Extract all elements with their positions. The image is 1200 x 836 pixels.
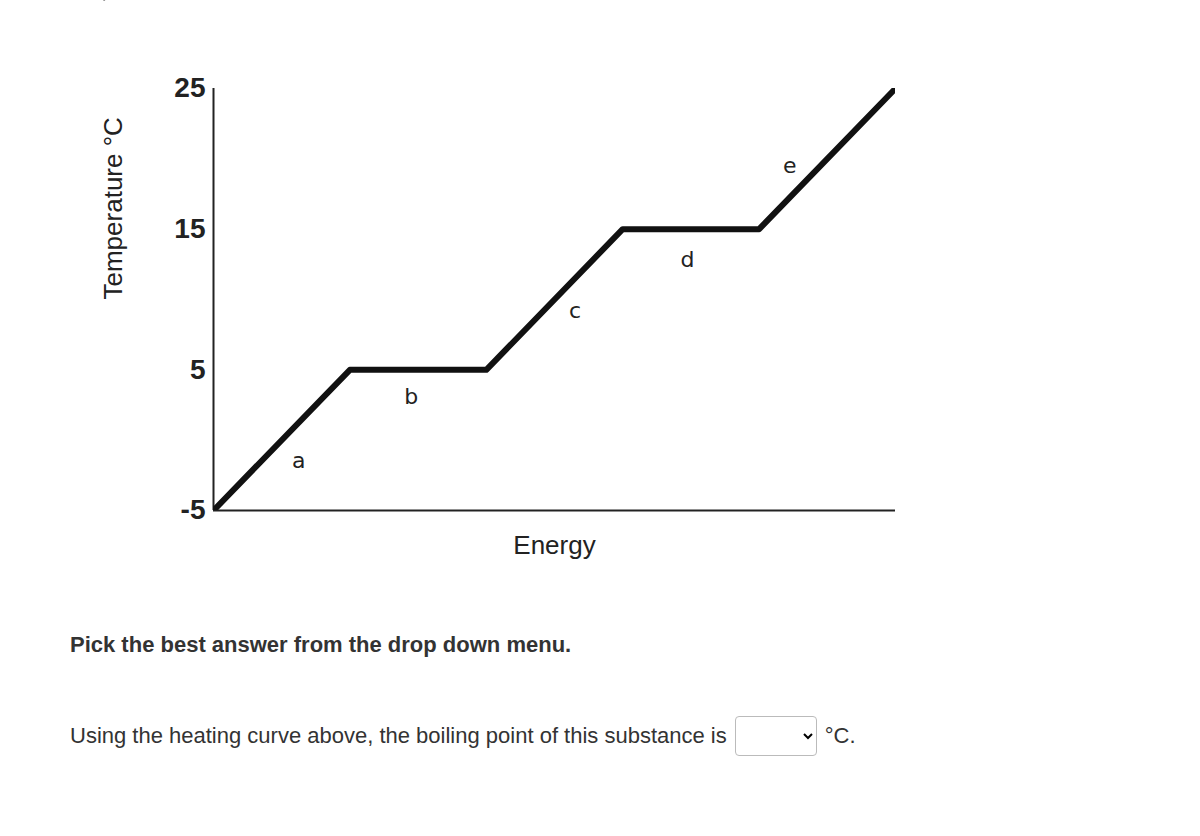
svg-text:25: 25	[174, 72, 205, 103]
svg-text:a: a	[292, 448, 305, 473]
svg-text:5: 5	[190, 354, 206, 385]
svg-text:Energy: Energy	[513, 530, 595, 560]
html-text:Pick the best answer from the: Pick the best answer from the drop down …	[70, 632, 572, 657]
svg-text:b: b	[404, 384, 418, 409]
svg-text:Temperature °C: Temperature °C	[98, 117, 128, 299]
html-text:°C.: °C.	[824, 723, 856, 748]
svg-text:-5: -5	[181, 494, 206, 525]
svg-text:e: e	[783, 153, 797, 178]
svg-text:15: 15	[174, 213, 205, 244]
svg-text:c: c	[569, 298, 581, 323]
svg-text:d: d	[681, 247, 695, 272]
html-text:Using the heating curve above,: Using the heating curve above, the boili…	[70, 723, 727, 748]
